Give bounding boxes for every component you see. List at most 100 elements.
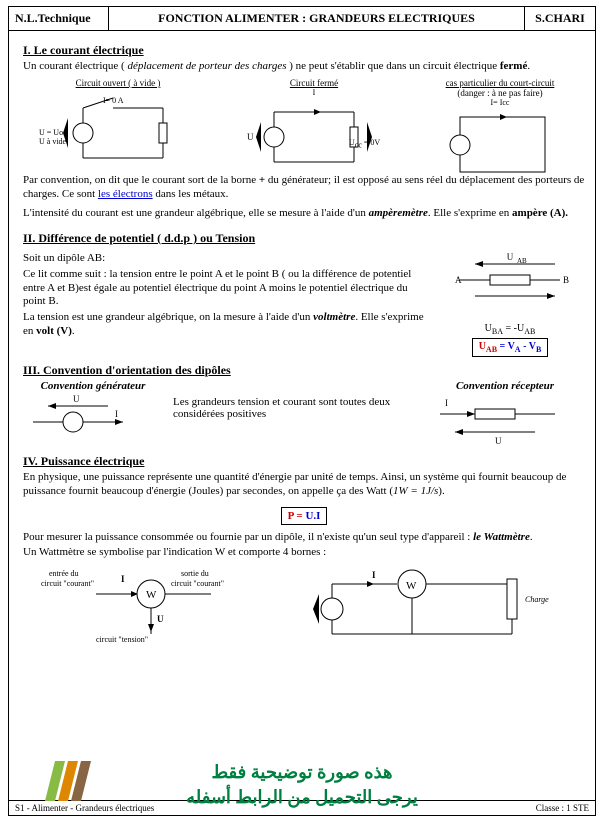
wattmeter-row: entrée du circuit "courant" sortie du ci… bbox=[23, 564, 585, 644]
s2-p2: Ce lit comme suit : la tension entre le … bbox=[23, 268, 427, 309]
uab-f-vbsub: B bbox=[536, 345, 541, 354]
s2-p1: Soit un dipôle AB: bbox=[23, 252, 427, 266]
conv-desc: Les grandeurs tension et courant sont to… bbox=[173, 380, 415, 420]
section4-title: IV. Puissance électrique bbox=[23, 454, 585, 469]
c2-ilabel: I bbox=[239, 88, 389, 97]
s4-p2dot: . bbox=[530, 531, 533, 543]
section3-title: III. Convention d'orientation des dipôle… bbox=[23, 363, 585, 378]
section2-diagram: U AB A B UBA = -UAB UAB = bbox=[435, 250, 585, 357]
uba-u: U bbox=[485, 323, 492, 334]
s1b-p1c: dans les métaux. bbox=[153, 188, 229, 200]
header-left: N.L.Technique bbox=[9, 7, 109, 30]
s1-intro-a: Un courant électrique ( bbox=[23, 60, 125, 72]
s2-p3unit: volt (V) bbox=[36, 325, 72, 337]
s4-p2bold: le Wattmètre bbox=[473, 531, 530, 543]
wattmeter-svg-1: entrée du circuit "courant" sortie du ci… bbox=[41, 564, 271, 644]
s1b-p2unit: ampère (A). bbox=[512, 207, 568, 219]
svg-text:B: B bbox=[563, 275, 569, 285]
circuit-short-caption: cas particulier du court-circuit bbox=[435, 78, 565, 88]
conv-rec-label: Convention récepteur bbox=[425, 380, 585, 392]
svg-text:A: A bbox=[455, 275, 462, 285]
header-title: FONCTION ALIMENTER : GRANDEURS ELECTRIQU… bbox=[109, 7, 525, 30]
s1b-p2b: . Elle s'exprime en bbox=[428, 207, 512, 219]
watermark-badge-icon bbox=[40, 756, 100, 806]
page-frame: N.L.Technique FONCTION ALIMENTER : GRAND… bbox=[8, 6, 596, 816]
svg-text:U: U bbox=[495, 436, 502, 446]
uba-line: UBA = -UAB bbox=[435, 323, 585, 336]
dipole-svg: U AB A B bbox=[435, 250, 585, 320]
circuit-short-svg bbox=[435, 107, 565, 182]
svg-text:U: U bbox=[507, 252, 514, 262]
uab-f-vb: - V bbox=[523, 341, 536, 352]
svg-text:U: U bbox=[247, 132, 254, 142]
pf-ui: U.I bbox=[305, 510, 320, 522]
svg-text:U: U bbox=[157, 614, 164, 624]
c1-ilabel: I= 0 A bbox=[103, 96, 124, 105]
conv-gen: Convention générateur U I bbox=[23, 380, 163, 450]
svg-text:W: W bbox=[406, 580, 417, 592]
pf-p: P = bbox=[288, 510, 306, 522]
s4-p3: Un Wattmètre se symbolise par l'indicati… bbox=[23, 546, 585, 560]
s1-intro-em: déplacement de porteur des charges bbox=[127, 60, 286, 72]
section2-text: Soit un dipôle AB: Ce lit comme suit : l… bbox=[23, 250, 427, 357]
svg-text:I: I bbox=[445, 398, 448, 408]
conv-gen-svg: U I bbox=[23, 392, 143, 447]
header-right: S.CHARI bbox=[525, 7, 595, 30]
s2-p3a: La tension est une grandeur algébrique, … bbox=[23, 311, 313, 323]
s1b-p2a: L'intensité du courant est une grandeur … bbox=[23, 207, 369, 219]
conv-rec: Convention récepteur I U bbox=[425, 380, 585, 450]
svg-text:W: W bbox=[146, 589, 157, 601]
s1b-p1a: Par convention, on dit que le courant so… bbox=[23, 174, 259, 186]
svg-text:circuit "courant": circuit "courant" bbox=[171, 579, 224, 588]
uba-sub: BA bbox=[492, 327, 503, 336]
svg-text:Charge: Charge bbox=[525, 595, 549, 604]
s1b-p2: L'intensité du courant est une grandeur … bbox=[23, 207, 585, 221]
svg-text:I: I bbox=[121, 574, 125, 584]
s2-p3bold: voltmètre bbox=[313, 311, 355, 323]
section1-intro: Un courant électrique ( déplacement de p… bbox=[23, 60, 585, 74]
wattmeter-svg-2: W I Charge bbox=[307, 564, 567, 644]
c1-u1: U = Uo bbox=[39, 128, 79, 137]
svg-text:entrée du: entrée du bbox=[49, 569, 79, 578]
s4-p2a: Pour mesurer la puissance consommée ou f… bbox=[23, 531, 473, 543]
s2-p3dot: . bbox=[72, 325, 75, 337]
s1b-p2bold: ampèremètre bbox=[369, 207, 428, 219]
s4-p1end: ). bbox=[438, 485, 444, 497]
s1-intro-b: ) ne peut s'établir que dans un circuit … bbox=[289, 60, 500, 72]
svg-text:sortie du: sortie du bbox=[181, 569, 209, 578]
section2-row: Soit un dipôle AB: Ce lit comme suit : l… bbox=[23, 250, 585, 357]
uab-f-u: U bbox=[479, 341, 486, 352]
power-formula: P = U.I bbox=[23, 505, 585, 525]
document-body: I. Le courant électrique Un courant élec… bbox=[9, 31, 595, 644]
c3-ilabel: I= Icc bbox=[435, 98, 565, 107]
section2-title: II. Différence de potentiel ( d.d.p ) ou… bbox=[23, 231, 585, 246]
circuit-short-warn: (danger : à ne pas faire) bbox=[435, 88, 565, 98]
uab-f-sub: AB bbox=[486, 345, 497, 354]
c2-ucc-val: = 0V bbox=[364, 138, 380, 147]
svg-text:U: U bbox=[73, 394, 80, 404]
circuit-short: cas particulier du court-circuit (danger… bbox=[435, 78, 565, 182]
s1b-link: les électrons bbox=[98, 188, 153, 200]
s1-intro-bold: fermé bbox=[500, 60, 527, 72]
s1-intro-dot: . bbox=[527, 60, 530, 72]
s4-p1: En physique, une puissance représente un… bbox=[23, 471, 585, 499]
c1-u2: U à vide bbox=[39, 137, 79, 146]
uba-sub2: AB bbox=[524, 327, 535, 336]
conv-gen-label: Convention générateur bbox=[23, 380, 163, 392]
uab-f-va: = V bbox=[500, 341, 515, 352]
svg-text:circuit "courant": circuit "courant" bbox=[41, 579, 94, 588]
s4-p2: Pour mesurer la puissance consommée ou f… bbox=[23, 531, 585, 545]
circuit-open-caption: Circuit ouvert ( à vide ) bbox=[43, 78, 193, 88]
c2-ucc-sub: cc bbox=[355, 140, 362, 149]
svg-text:I: I bbox=[372, 570, 376, 580]
uba-eq: = -U bbox=[503, 323, 524, 334]
svg-text:circuit "tension": circuit "tension" bbox=[96, 635, 148, 644]
s4-p1eq: 1W = 1J/s bbox=[393, 485, 438, 497]
s2-p3: La tension est une grandeur algébrique, … bbox=[23, 311, 427, 339]
document-header: N.L.Technique FONCTION ALIMENTER : GRAND… bbox=[9, 7, 595, 31]
conventions-row: Convention générateur U I Les grandeurs … bbox=[23, 380, 585, 450]
svg-text:I: I bbox=[115, 409, 118, 419]
uab-f-vasub: A bbox=[515, 345, 521, 354]
circuit-closed-caption: Circuit fermé bbox=[239, 78, 389, 88]
section1-title: I. Le courant électrique bbox=[23, 43, 585, 58]
